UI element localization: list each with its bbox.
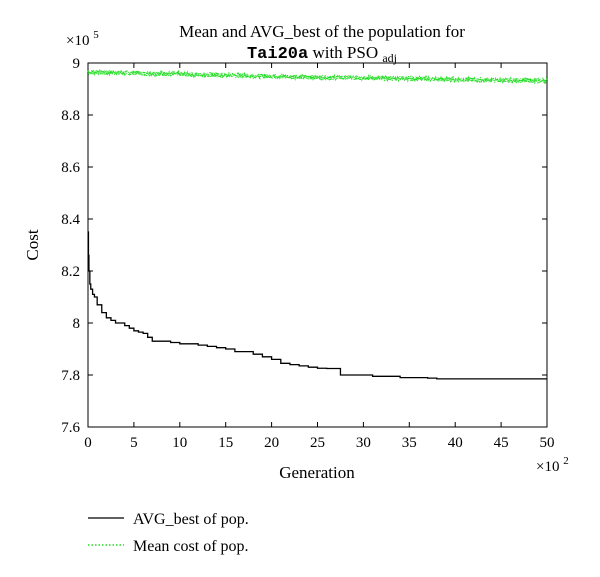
chart-title-text: with PSO xyxy=(312,43,378,62)
y-tick-label: 8.8 xyxy=(61,108,80,124)
x-tick-label: 15 xyxy=(218,435,233,451)
y-tick-label: 8 xyxy=(73,316,81,332)
x-multiplier-base: ×10 xyxy=(536,459,559,475)
x-axis-multiplier: ×10 2 xyxy=(536,455,569,475)
y-multiplier-exp: 5 xyxy=(93,29,99,41)
y-tick-label: 8.2 xyxy=(61,264,80,280)
series-line-mean-cost xyxy=(87,68,548,85)
x-tick-label: 0 xyxy=(84,435,92,451)
y-multiplier-base: ×10 xyxy=(66,33,89,49)
series-line-avg-best xyxy=(87,231,547,380)
y-tick-label: 8.6 xyxy=(61,160,80,176)
x-axis-ticks: 0 5 10 15 20 25 30 35 40 45 50 xyxy=(84,63,555,451)
y-axis-label: Cost xyxy=(23,229,42,260)
chart-title-line2: Tai20a with PSO adj xyxy=(247,43,397,65)
y-axis-multiplier: ×10 5 xyxy=(66,29,99,49)
chart-title-code: Tai20a xyxy=(247,45,308,64)
x-tick-label: 10 xyxy=(172,435,187,451)
y-tick-label: 8.4 xyxy=(61,212,80,228)
series-layer xyxy=(87,68,548,380)
y-tick-label: 7.8 xyxy=(61,368,80,384)
chart-title-line1: Mean and AVG_best of the population for xyxy=(179,22,465,41)
x-tick-label: 40 xyxy=(448,435,463,451)
y-tick-label: 7.6 xyxy=(61,420,80,436)
chart-title-subscript: adj xyxy=(382,51,397,65)
x-tick-label: 20 xyxy=(264,435,279,451)
x-multiplier-exp: 2 xyxy=(563,455,569,467)
x-tick-label: 25 xyxy=(310,435,325,451)
x-tick-label: 45 xyxy=(494,435,509,451)
x-tick-label: 5 xyxy=(130,435,138,451)
x-axis-label: Generation xyxy=(279,463,355,482)
y-axis-ticks: 7.6 7.8 8 8.2 8.4 8.6 8.8 9 xyxy=(61,56,547,436)
legend-label-avg-best: AVG_best of pop. xyxy=(133,511,249,528)
y-tick-label: 9 xyxy=(73,56,81,72)
x-tick-label: 30 xyxy=(356,435,371,451)
legend: AVG_best of pop. Mean cost of pop. xyxy=(88,511,249,555)
legend-label-mean-cost: Mean cost of pop. xyxy=(133,538,249,555)
x-tick-label: 35 xyxy=(402,435,417,451)
plot-frame xyxy=(87,62,548,428)
x-tick-label: 50 xyxy=(540,435,555,451)
